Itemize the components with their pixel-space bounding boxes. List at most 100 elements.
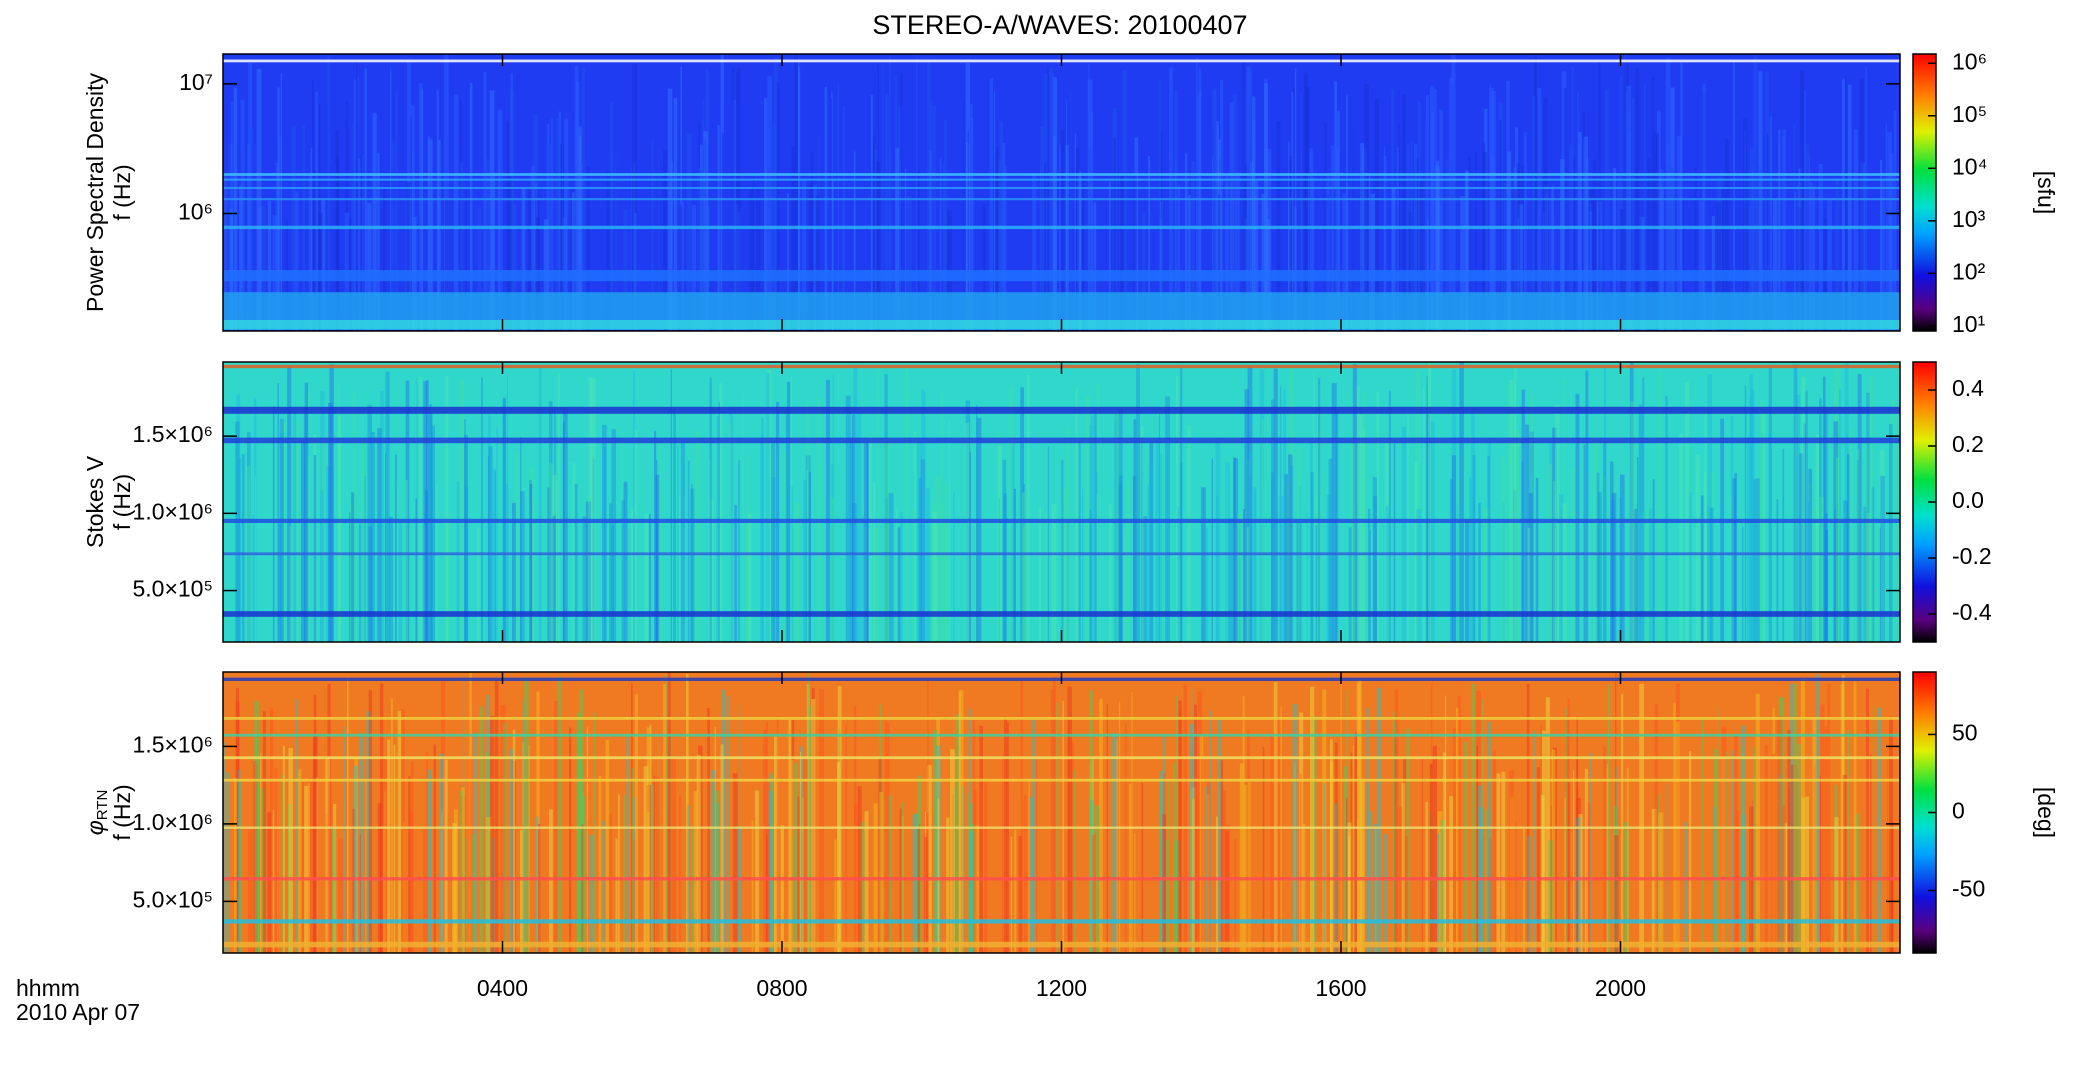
spectrogram-texture — [552, 475, 558, 642]
spectrogram-texture — [1707, 373, 1713, 642]
spectrogram-texture — [1004, 166, 1007, 331]
spectrogram-texture — [1825, 512, 1828, 642]
spectrogram-texture — [1732, 478, 1737, 642]
spectrogram-texture — [483, 72, 487, 331]
spectrogram-texture — [1141, 426, 1144, 642]
spectrogram-texture — [372, 113, 377, 331]
spectrogram-texture — [1611, 493, 1617, 642]
spectrogram-texture — [1443, 752, 1446, 953]
spectrogram-texture — [424, 490, 429, 642]
spectrogram-texture — [961, 786, 965, 953]
spectrogram-texture — [832, 374, 834, 642]
spectrogram-texture — [926, 812, 929, 953]
spectrogram-texture — [410, 105, 415, 331]
spectrogram-texture — [1865, 441, 1868, 642]
spectrogram-texture — [1824, 407, 1828, 642]
spectrogram-texture — [393, 744, 396, 953]
spectrogram-texture — [1550, 805, 1553, 953]
spectrogram-texture — [1244, 784, 1247, 953]
spectrogram-texture — [1331, 145, 1334, 331]
spectrogram-texture — [1430, 420, 1435, 642]
spectrogram-texture — [925, 811, 927, 953]
spectrogram-texture — [588, 377, 593, 642]
spectrogram-texture — [360, 439, 365, 642]
spectrogram-texture — [1316, 413, 1321, 642]
spectrogram-texture — [523, 677, 529, 953]
spectrogram-texture — [464, 419, 466, 642]
spectrogram-texture — [1720, 418, 1725, 642]
spectrogram-texture — [274, 768, 278, 953]
spectrogram-texture — [708, 460, 711, 642]
spectrogram-texture — [807, 672, 810, 953]
spectrogram-texture — [1793, 364, 1798, 642]
spectrogram-texture — [418, 83, 423, 331]
spectrogram-texture — [1186, 177, 1188, 331]
spectrogram-texture — [756, 189, 761, 331]
spectrogram-texture — [1866, 688, 1869, 953]
spectrogram-texture — [1657, 794, 1660, 953]
spectrogram-texture — [1097, 383, 1100, 642]
spectrogram-texture — [1651, 77, 1655, 331]
spectrogram-band — [223, 173, 1900, 176]
spectrogram-texture — [633, 797, 636, 953]
spectrogram-texture — [611, 429, 616, 642]
spectrogram-texture — [1014, 829, 1017, 953]
spectrogram-texture — [1131, 692, 1133, 953]
spectrogram-band — [223, 877, 1900, 881]
spectrogram-texture — [1393, 736, 1397, 953]
spectrogram-texture — [1866, 392, 1870, 642]
spectrogram-texture — [1576, 716, 1578, 953]
spectrogram-texture — [1522, 829, 1525, 953]
spectrogram-texture — [377, 152, 380, 331]
spectrogram-texture — [959, 692, 961, 953]
x-tick-label: 2000 — [1595, 975, 1646, 1001]
spectrogram-texture — [1088, 148, 1092, 331]
spectrogram-texture — [1843, 500, 1848, 642]
spectrogram-texture — [498, 160, 501, 331]
spectrogram-texture — [1608, 799, 1610, 953]
spectrogram-texture — [1507, 151, 1512, 331]
spectrogram-texture — [691, 204, 697, 331]
spectrogram-texture — [1853, 681, 1857, 953]
spectrogram-texture — [1401, 782, 1406, 953]
spectrogram-texture — [1807, 501, 1810, 642]
spectrogram-texture — [773, 57, 778, 331]
spectrogram-texture — [944, 482, 948, 642]
spectrogram-texture — [993, 91, 996, 331]
spectrogram-texture — [439, 753, 445, 953]
spectrogram-texture — [1328, 458, 1333, 642]
spectrogram-texture — [621, 432, 623, 642]
spectrogram-texture — [247, 828, 253, 953]
colorbar-tick-label: 10¹ — [1952, 311, 1986, 337]
spectrogram-texture — [381, 766, 383, 953]
spectrogram-texture — [1356, 503, 1359, 642]
spectrogram-texture — [1776, 719, 1782, 953]
spectrogram-texture — [445, 376, 449, 642]
spectrogram-texture — [1548, 840, 1553, 953]
y-tick-label: 1.0×10⁶ — [133, 498, 213, 524]
spectrogram-texture — [1620, 209, 1624, 331]
spectrogram-texture — [1335, 147, 1340, 331]
spectrogram-texture — [1090, 415, 1096, 642]
spectrogram-texture — [1415, 370, 1420, 642]
spectrogram-texture — [304, 785, 309, 953]
spectrogram-texture — [408, 811, 413, 953]
spectrogram-texture — [1010, 442, 1015, 642]
spectrogram-texture — [1471, 408, 1475, 642]
spectrogram-texture — [1879, 450, 1885, 642]
spectrogram-texture — [1457, 504, 1461, 642]
spectrogram-texture — [365, 781, 367, 953]
spectrogram-texture — [1744, 386, 1747, 642]
spectrogram-texture — [486, 694, 490, 953]
spectrogram-texture — [1633, 509, 1637, 642]
spectrogram-texture — [658, 741, 660, 953]
spectrogram-band — [223, 733, 1900, 737]
spectrogram-texture — [496, 427, 498, 642]
spectrogram-texture — [1835, 178, 1839, 331]
spectrogram-texture — [1734, 472, 1738, 642]
spectrogram-texture — [1394, 689, 1399, 953]
spectrogram-texture — [1367, 508, 1371, 642]
spectrogram-texture — [520, 491, 525, 642]
spectrogram-texture — [1322, 689, 1327, 953]
spectrogram-texture — [1174, 90, 1178, 331]
